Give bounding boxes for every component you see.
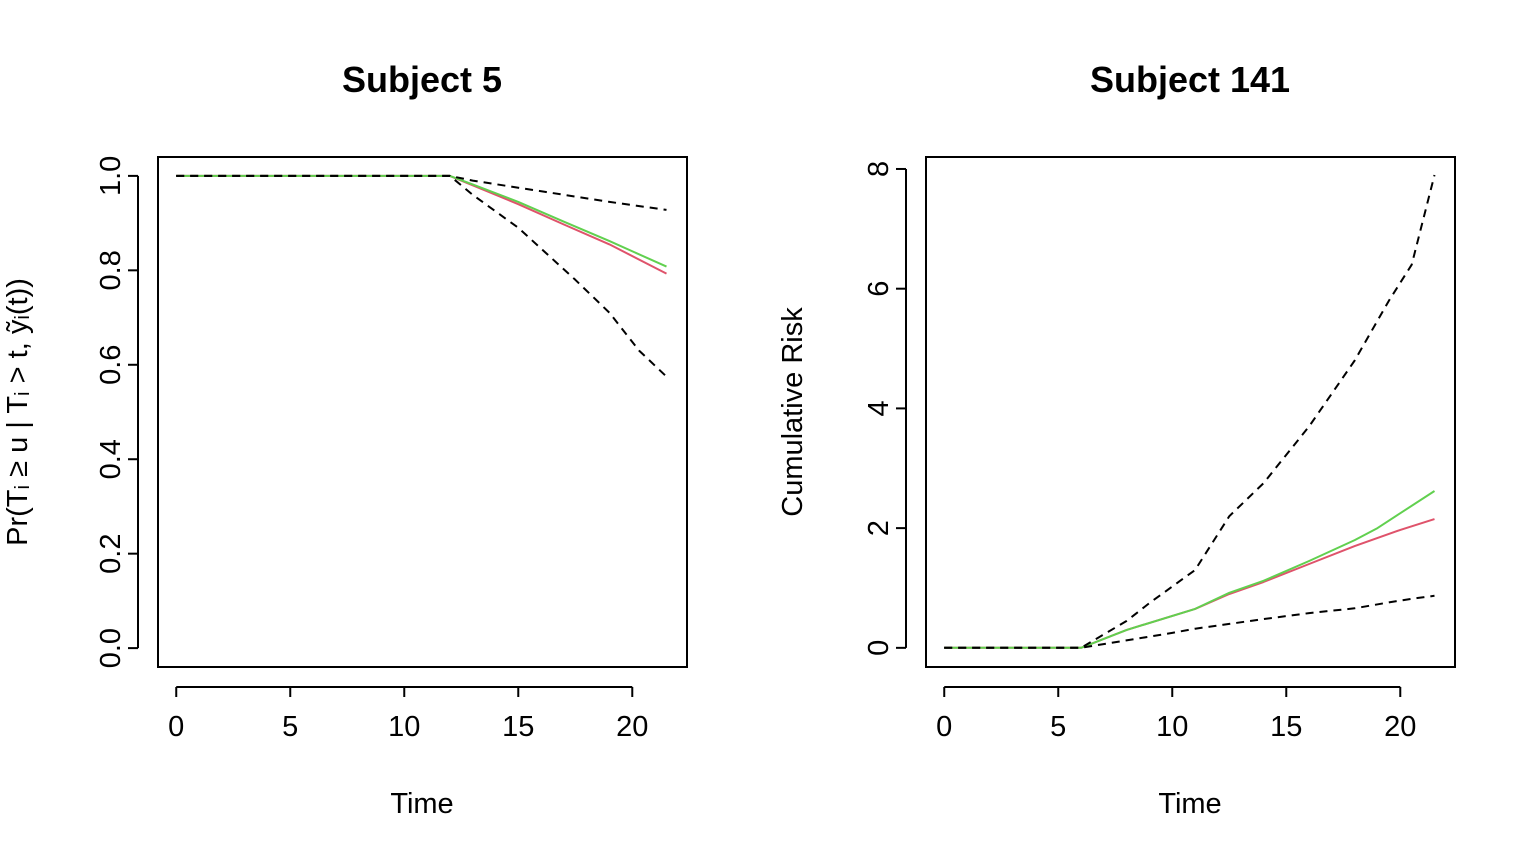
y-tick-label: 0 <box>863 640 895 656</box>
solid-series-line-0 <box>944 518 1435 649</box>
y-tick-label: 4 <box>863 400 895 416</box>
x-tick-label: 0 <box>168 711 184 743</box>
y-tick-label: 0.0 <box>95 628 127 668</box>
x-axis: 0 5 10 15 20 <box>168 686 648 743</box>
chart-title: Subject 141 <box>1090 59 1290 100</box>
series-group <box>176 174 668 378</box>
panel-subject-141: Subject 141 Time Cumulative Risk 0 5 10 15 2… <box>777 59 1456 820</box>
x-tick-label: 15 <box>502 711 534 743</box>
dashed-series-line-3 <box>176 174 668 378</box>
y-tick-label: 0.4 <box>95 439 127 479</box>
x-tick-label: 20 <box>1384 711 1416 743</box>
dashed-series-line-2 <box>944 594 1435 649</box>
plot-area: 0 5 10 15 20 0.0 0.2 0.4 0.6 0.8 1.0 <box>95 156 668 743</box>
solid-series-line-0 <box>176 174 667 275</box>
y-axis-label: Cumulative Risk <box>777 307 809 517</box>
series-group <box>944 174 1436 649</box>
y-tick-label: 2 <box>863 520 895 536</box>
y-tick-label: 1.0 <box>95 156 127 196</box>
panel-subject-5: Subject 5 Time Pr(Tᵢ ≥ u | Tᵢ > t, ỹᵢ(t)… <box>2 59 688 820</box>
x-axis: 0 5 10 15 20 <box>936 686 1416 743</box>
plot-frame <box>925 156 1456 668</box>
y-axis: 0 2 4 6 8 <box>863 161 907 656</box>
x-axis-label: Time <box>1158 788 1221 820</box>
y-tick-label: 0.2 <box>95 534 127 574</box>
y-tick-label: 6 <box>863 281 895 297</box>
y-axis: 0.0 0.2 0.4 0.6 0.8 1.0 <box>95 156 139 668</box>
y-axis-label: Pr(Tᵢ ≥ u | Tᵢ > t, ỹᵢ(t)) <box>2 278 34 546</box>
y-tick-label: 8 <box>863 161 895 177</box>
solid-series-line-1 <box>944 490 1436 649</box>
y-tick-label: 0.6 <box>95 345 127 385</box>
x-tick-label: 5 <box>282 711 298 743</box>
plot-area: 0 5 10 15 20 0 2 4 6 8 <box>863 161 1436 743</box>
chart-title: Subject 5 <box>342 59 502 100</box>
plot-frame <box>157 156 688 668</box>
dashed-series-line-3 <box>944 174 1436 649</box>
y-tick-label: 0.8 <box>95 250 127 290</box>
x-tick-label: 20 <box>616 711 648 743</box>
x-tick-label: 15 <box>1270 711 1302 743</box>
x-axis-label: Time <box>390 788 453 820</box>
x-tick-label: 5 <box>1050 711 1066 743</box>
x-tick-label: 10 <box>1156 711 1188 743</box>
x-tick-label: 0 <box>936 711 952 743</box>
dashed-series-line-2 <box>176 174 667 211</box>
solid-series-line-1 <box>176 174 667 268</box>
x-tick-label: 10 <box>388 711 420 743</box>
